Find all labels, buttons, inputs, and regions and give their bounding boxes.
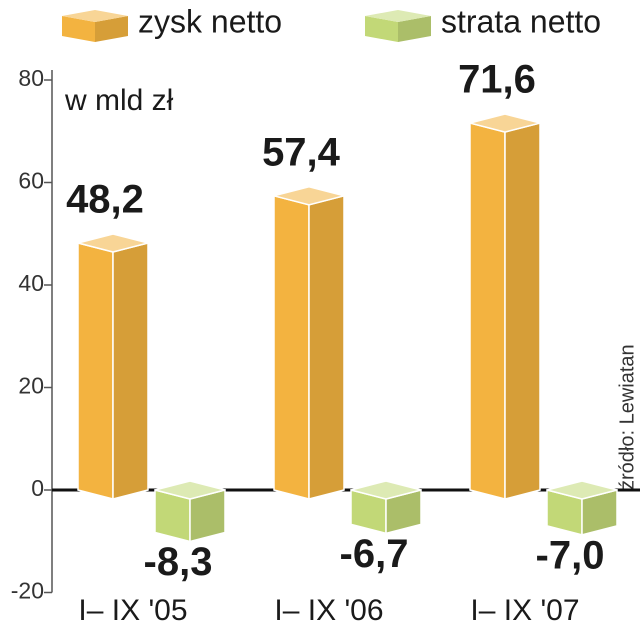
source: źródło: Lewiatan (616, 344, 638, 490)
legend-label: zysk netto (138, 3, 282, 39)
unit-label: w mld zł (64, 84, 174, 117)
x-tick-label: I– IX '05 (78, 594, 187, 627)
bar-top (546, 480, 618, 500)
value-label: 57,4 (262, 130, 341, 174)
bar-front (273, 194, 310, 500)
bar-top (77, 233, 149, 253)
bar (469, 113, 541, 500)
value-label: 48,2 (66, 178, 144, 222)
bar-top (154, 480, 226, 500)
bar-side (308, 194, 345, 500)
y-tick-label: 20 (18, 373, 44, 399)
bar-top (350, 480, 422, 500)
bar-side (504, 122, 541, 500)
value-label: -6,7 (340, 532, 409, 576)
legend-swatch (398, 16, 431, 42)
value-label: 71,6 (458, 58, 536, 102)
x-tick-label: I– IX '06 (274, 594, 383, 627)
value-label: -8,3 (144, 540, 213, 584)
y-tick-label: 80 (18, 65, 44, 91)
bar (77, 233, 149, 500)
y-tick-label: 40 (18, 270, 44, 296)
x-tick-label: I– IX '07 (470, 594, 579, 627)
bar (350, 480, 422, 535)
legend-swatch (62, 10, 128, 22)
bar-top (469, 113, 541, 133)
y-tick-label: -20 (11, 578, 44, 604)
y-tick-label: 60 (18, 168, 44, 194)
bar-side (112, 242, 149, 500)
y-tick-label: 0 (31, 475, 44, 501)
bar (154, 480, 226, 543)
bar-front (77, 242, 114, 500)
bar (546, 480, 618, 536)
value-label: -7,0 (536, 533, 605, 577)
bar (273, 186, 345, 500)
legend-swatch (95, 16, 128, 42)
legend-swatch (365, 16, 398, 42)
legend-swatch (365, 10, 431, 22)
bar-top (273, 186, 345, 206)
legend-swatch (62, 16, 95, 42)
bar-front (469, 122, 506, 500)
legend-label: strata netto (441, 3, 601, 39)
